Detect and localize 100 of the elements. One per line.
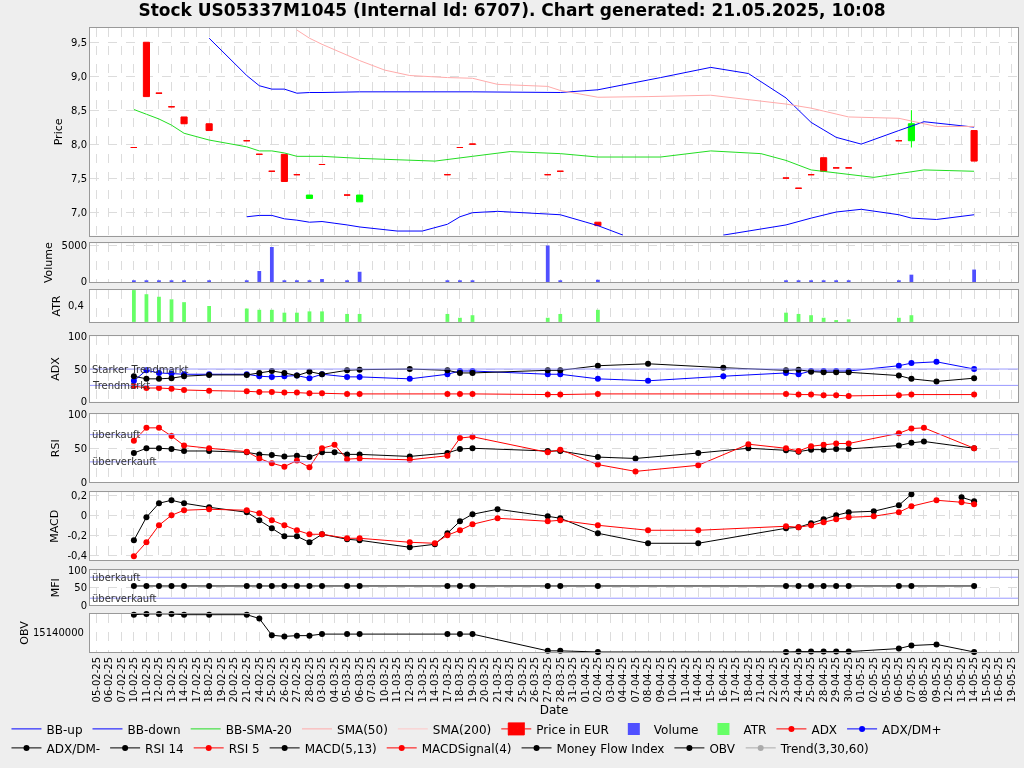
y-axis-title: MACD: [48, 509, 62, 543]
legend-label: Volume: [653, 722, 699, 737]
ref-line-label: Trendmarkt: [92, 380, 151, 391]
x-tick-label: 12-02-25: [153, 657, 165, 703]
x-tick-label: 25-04-25: [805, 657, 817, 703]
x-tick-label: 09-04-25: [654, 657, 666, 703]
x-tick-label: 25-02-25: [266, 657, 278, 703]
x-tick-label: 21-04-25: [755, 657, 767, 703]
legend-label: ADX: [811, 722, 838, 737]
x-tick-label: 07-03-25: [366, 657, 378, 703]
y-axis-title: Price: [51, 118, 65, 146]
x-tick-label: 07-02-25: [115, 657, 127, 703]
x-tick-label: 19-03-25: [466, 657, 478, 703]
y-tick-label: 0: [80, 509, 87, 521]
x-tick-label: 10-02-25: [128, 657, 140, 703]
x-tick-label: 18-04-25: [742, 657, 754, 703]
ref-line-label: überverkauft: [92, 456, 157, 467]
y-tick-label: 100: [67, 330, 87, 342]
x-tick-label: 04-03-25: [328, 657, 340, 703]
x-tick-label: 20-02-25: [228, 657, 240, 703]
x-tick-label: 07-05-25: [905, 657, 917, 703]
x-tick-label: 02-04-25: [592, 657, 604, 703]
legend-label: SMA(50): [337, 722, 388, 737]
x-tick-label: 21-02-25: [241, 657, 253, 703]
legend-label: MACDSignal(4): [421, 741, 512, 756]
legend-label: Price in EUR: [536, 722, 609, 737]
y-axis-title: ATR: [50, 295, 64, 317]
x-tick-label: 28-02-25: [303, 657, 315, 703]
x-tick-label: 09-05-25: [930, 657, 942, 703]
y-tick-label: 0,2: [71, 489, 87, 501]
legend-label: RSI 14: [145, 741, 184, 756]
legend-label: OBV: [709, 741, 736, 756]
x-tick-label: 06-05-25: [893, 657, 905, 703]
x-tick-label: 11-04-25: [679, 657, 691, 703]
x-tick-label: 24-04-25: [792, 657, 804, 703]
x-tick-label: 22-04-25: [767, 657, 779, 703]
x-tick-label: 31-03-25: [567, 657, 579, 703]
x-tick-label: 05-03-25: [341, 657, 353, 703]
legend-label: BB-up: [46, 722, 83, 737]
x-tick-label: 10-04-25: [667, 657, 679, 703]
y-tick-label: 0: [80, 396, 87, 408]
y-tick-label: 100: [67, 564, 87, 576]
x-tick-label: 30-04-25: [842, 657, 854, 703]
ref-line-label: überverkauft: [92, 593, 157, 604]
x-tick-label: 13-03-25: [416, 657, 428, 703]
x-tick-label: 14-05-25: [968, 657, 980, 703]
y-tick-label: 100: [67, 408, 87, 420]
legend-label: Trend(3,30,60): [779, 741, 869, 756]
y-axis-title: MFI: [48, 578, 62, 598]
text: 15140000: [33, 627, 84, 638]
y-tick-label: 0: [80, 276, 87, 288]
y-tick-label: 8,5: [71, 104, 87, 116]
y-tick-label: 5000: [61, 239, 87, 251]
x-tick-label: 13-05-25: [955, 657, 967, 703]
legend-label: ADX/DM+: [882, 722, 942, 737]
x-tick-label: 25-03-25: [516, 657, 528, 703]
y-tick-label: 8,0: [71, 138, 87, 150]
x-tick-label: 01-04-25: [579, 657, 591, 703]
x-tick-label: 07-04-25: [629, 657, 641, 703]
x-tick-label: 13-02-25: [165, 657, 177, 703]
x-tick-label: 11-02-25: [140, 657, 152, 703]
x-tick-label: 01-05-25: [855, 657, 867, 703]
x-tick-label: 05-05-25: [880, 657, 892, 703]
x-tick-label: 24-03-25: [504, 657, 516, 703]
y-axis-title: ADX: [48, 356, 62, 381]
y-tick-label: 50: [74, 582, 87, 594]
x-tick-label: 20-03-25: [479, 657, 491, 703]
x-tick-label: 24-02-25: [253, 657, 265, 703]
x-tick-label: 10-03-25: [378, 657, 390, 703]
x-tick-label: 15-04-25: [705, 657, 717, 703]
x-tick-label: 17-03-25: [441, 657, 453, 703]
x-tick-label: 12-05-25: [943, 657, 955, 703]
ref-line-label: überkauft: [92, 429, 141, 440]
x-tick-label: 17-02-25: [190, 657, 202, 703]
y-tick-label: 7,5: [71, 172, 87, 184]
legend-label: ATR: [743, 722, 767, 737]
y-tick-label: 0: [80, 599, 87, 611]
x-tick-label: 28-04-25: [817, 657, 829, 703]
x-tick-label: 26-02-25: [278, 657, 290, 703]
y-axis-title: Volume: [42, 241, 56, 284]
y-tick-label: -0,4: [67, 549, 87, 561]
x-tick-label: 17-04-25: [730, 657, 742, 703]
x-axis-title: Date: [539, 703, 569, 718]
y-axis-title: OBV: [17, 620, 31, 645]
ref-line-label: überkauft: [92, 572, 141, 583]
x-tick-label: 18-03-25: [454, 657, 466, 703]
y-tick-label: -0,2: [67, 529, 87, 541]
y-axis-title: RSI: [48, 439, 62, 458]
x-tick-label: 26-03-25: [529, 657, 541, 703]
chart-title: Stock US05337M1045 (Internal Id: 6707). Chart generated: 21.05.2025, 10:08: [138, 0, 886, 20]
x-tick-label: 14-04-25: [692, 657, 704, 703]
x-tick-label: 06-03-25: [353, 657, 365, 703]
x-tick-label: 14-02-25: [178, 657, 190, 703]
x-tick-label: 06-02-25: [103, 657, 115, 703]
legend-label: BB-SMA-20: [225, 722, 293, 737]
legend-label: ADX/DM-: [46, 741, 101, 756]
x-tick-label: 16-05-25: [993, 657, 1005, 703]
x-tick-label: 15-05-25: [980, 657, 992, 703]
x-tick-label: 05-02-25: [90, 657, 102, 703]
y-tick-label: 50: [74, 363, 87, 375]
